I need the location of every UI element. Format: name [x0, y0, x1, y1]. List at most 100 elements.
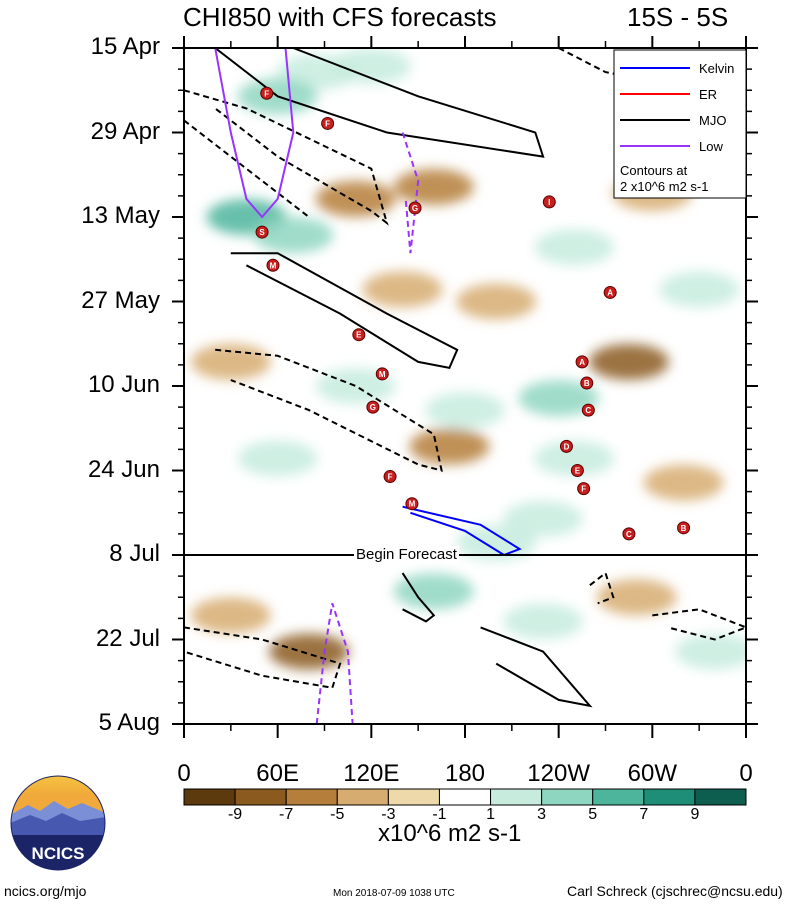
- svg-text:F: F: [581, 485, 586, 494]
- y-tick-label: 24 Jun: [87, 455, 160, 483]
- contour-mjo-0: [214, 48, 545, 158]
- contour-mjo-5: [215, 348, 443, 472]
- colorbar-swatch-5: [438, 788, 492, 806]
- contour-low-14: [315, 602, 354, 724]
- svg-text:I: I: [548, 198, 550, 207]
- svg-text:C: C: [585, 406, 591, 415]
- legend-label-low: Low: [699, 139, 723, 154]
- storm-marker-5: I: [542, 195, 556, 209]
- colorbar-label: 1: [486, 806, 495, 823]
- svg-text:B: B: [584, 379, 590, 388]
- x-tick-label: 0: [177, 760, 191, 787]
- anomaly-region-26: [503, 603, 584, 640]
- anomaly-region-13: [315, 368, 396, 404]
- legend-box: [613, 49, 747, 199]
- footer-author: Carl Schreck (cjschrec@ncsu.edu): [567, 883, 783, 899]
- storm-marker-17: M: [405, 497, 419, 511]
- anomaly-region-18: [237, 440, 318, 477]
- legend-label-mjo: MJO: [699, 113, 726, 128]
- anomaly-region-14: [425, 392, 505, 429]
- anomaly-region-3: [315, 180, 396, 217]
- plot-frame: [172, 36, 758, 738]
- svg-text:S: S: [259, 228, 265, 237]
- svg-text:D: D: [564, 442, 570, 451]
- storm-marker-4: G: [408, 201, 422, 215]
- y-tick-label: 5 Aug: [98, 709, 160, 736]
- storm-marker-6: A: [603, 285, 617, 299]
- footer-site: ncics.org/mjo: [4, 883, 87, 899]
- y-tick-label: 27 May: [81, 286, 160, 314]
- anomaly-region-7: [362, 271, 443, 308]
- colorbar: [183, 788, 747, 806]
- contour-mjo-3: [184, 119, 310, 218]
- colorbar-label: 5: [588, 806, 598, 823]
- contour-kelvin-6: [402, 505, 522, 557]
- anomaly-region-12: [190, 343, 271, 380]
- colorbar-label: -7: [279, 806, 294, 823]
- anomaly-region-25: [393, 573, 474, 610]
- storm-marker-13: D: [559, 439, 573, 453]
- y-tick-label: 22 Jul: [95, 624, 160, 652]
- storm-marker-10: A: [575, 355, 589, 369]
- svg-text:E: E: [575, 467, 581, 476]
- y-tick-label: 29 Apr: [90, 117, 160, 145]
- colorbar-swatch-1: [234, 788, 287, 806]
- x-tick-label: 180: [444, 760, 486, 787]
- anomaly-region-1: [331, 48, 412, 85]
- region-label: 15S - 5S: [627, 2, 729, 32]
- contour-mjo-11: [652, 608, 746, 641]
- colorbar-label: 3: [537, 806, 547, 823]
- anomaly-region-9: [534, 229, 615, 266]
- colorbar-swatch-6: [490, 788, 543, 806]
- colorbar-swatch-8: [592, 788, 645, 806]
- storm-marker-14: E: [570, 464, 584, 477]
- contour-mjo-10: [589, 571, 615, 605]
- svg-text:F: F: [325, 119, 330, 128]
- anomaly-region-4: [393, 168, 474, 205]
- contour-mjo-8: [480, 626, 593, 708]
- y-tick-label: 10 Jun: [87, 371, 160, 398]
- anomaly-region-28: [674, 633, 746, 670]
- x-tick-label: 60W: [627, 760, 677, 787]
- svg-text:E: E: [356, 331, 362, 340]
- contour-note: Contours at: [620, 163, 688, 178]
- anomaly-region-20: [643, 464, 724, 501]
- contour-mjo-9: [184, 626, 342, 689]
- svg-text:M: M: [379, 370, 386, 379]
- svg-text:M: M: [409, 500, 416, 509]
- legend: Kelvin ER MJO Low Contours at2 x10^6 m2 s-1: [613, 49, 747, 199]
- svg-text:G: G: [370, 403, 376, 412]
- colorbar-label: -1: [432, 806, 447, 823]
- contour-low-13: [401, 132, 420, 254]
- storm-marker-3: M: [266, 258, 280, 272]
- colorbar-label: 9: [690, 806, 700, 823]
- contour-note: 2 x10^6 m2 s-1: [620, 179, 708, 194]
- colorbar-swatch-7: [541, 788, 594, 806]
- svg-text:M: M: [270, 261, 277, 270]
- svg-text:G: G: [412, 204, 418, 213]
- storm-marker-11: B: [580, 376, 594, 390]
- svg-text:A: A: [579, 358, 585, 367]
- begin-forecast-label: Begin Forecast: [354, 546, 459, 563]
- logo-text: NCICS: [32, 844, 85, 863]
- colorbar-swatch-9: [643, 788, 696, 806]
- storm-marker-0: F: [260, 86, 274, 100]
- legend-label-er: ER: [699, 87, 717, 102]
- anomaly-region-19: [534, 440, 615, 477]
- legend-label-kelvin: Kelvin: [699, 61, 734, 76]
- storm-marker-9: G: [366, 400, 380, 414]
- svg-text:F: F: [264, 89, 269, 98]
- anomaly-region-15: [518, 380, 599, 417]
- anomaly-region-8: [456, 283, 537, 320]
- x-tick-label: 120W: [527, 760, 590, 787]
- colorbar-swatch-4: [387, 788, 440, 806]
- anomaly-region-16: [588, 343, 669, 380]
- contour-mjo-4: [230, 252, 459, 370]
- storm-marker-18: C: [622, 527, 636, 541]
- colorbar-label: -3: [381, 806, 396, 823]
- y-tick-label: 15 Apr: [90, 33, 160, 60]
- colorbar-label: -9: [227, 806, 243, 823]
- storm-marker-12: C: [581, 403, 595, 417]
